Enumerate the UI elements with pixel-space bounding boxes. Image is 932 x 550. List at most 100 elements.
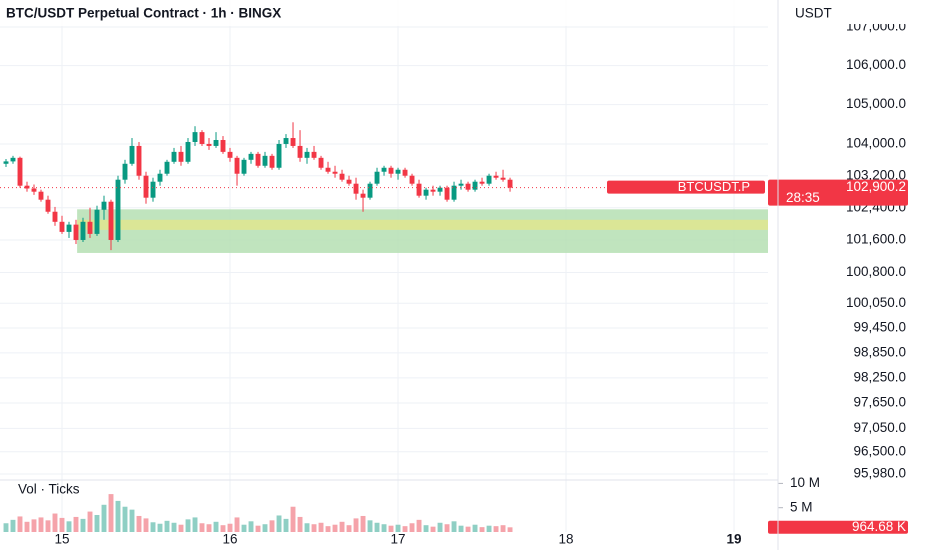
candle-body	[241, 159, 247, 174]
symbol-label: BTCUSDT.P	[678, 179, 750, 194]
candle-body	[101, 201, 107, 210]
y-axis-label: USDT	[795, 6, 832, 21]
candle-body	[332, 171, 338, 174]
volume-bar	[24, 521, 30, 532]
volume-bar	[444, 524, 450, 532]
volume-bar	[136, 515, 142, 532]
volume-bar	[500, 525, 506, 532]
volume-bar	[360, 515, 366, 532]
volume-bar	[416, 519, 422, 532]
candle-body	[199, 132, 205, 144]
last-volume-bg	[768, 520, 908, 534]
volume-bar	[374, 522, 380, 532]
volume-bar	[31, 519, 37, 532]
volume-bar	[115, 500, 121, 532]
volume-bar	[199, 523, 205, 532]
candle-body	[479, 181, 485, 184]
candle-body	[451, 185, 457, 200]
volume-bar	[395, 524, 401, 532]
candle-body	[122, 163, 128, 180]
candle-body	[367, 183, 373, 198]
volume-bar	[3, 523, 9, 532]
volume-bar	[465, 526, 471, 532]
volume-bar	[290, 506, 296, 532]
volume-bar	[45, 520, 51, 532]
volume-bar	[297, 516, 303, 532]
volume-bar	[94, 514, 100, 532]
volume-bar	[10, 519, 16, 532]
y-tick-label: 101,600.0	[846, 232, 906, 247]
candle-body	[136, 145, 142, 176]
candle-body	[143, 175, 149, 198]
volume-bar	[283, 518, 289, 532]
candle-body	[409, 175, 415, 184]
volume-bar	[458, 525, 464, 532]
candle-body	[297, 145, 303, 158]
candle-body	[45, 199, 51, 212]
volume-bar	[479, 527, 485, 532]
y-tick-label: 103,200.0	[846, 167, 906, 182]
volume-bar	[262, 524, 268, 532]
candle-body	[10, 157, 16, 162]
candle-body	[500, 177, 506, 180]
volume-bar	[122, 506, 128, 532]
volume-bar	[185, 519, 191, 532]
y2-tick-label: 5 M	[790, 499, 813, 514]
candle-body	[192, 132, 198, 142]
volume-bar	[171, 522, 177, 532]
volume-bar	[213, 521, 219, 532]
volume-bar	[101, 504, 107, 532]
candle-body	[360, 193, 366, 198]
candle-body	[381, 167, 387, 172]
volume-bar	[423, 525, 429, 532]
candle-body	[437, 187, 443, 192]
candle-body	[66, 224, 72, 232]
axis-layer: 107,000.0106,000.0105,000.0104,000.0103,…	[0, 19, 908, 547]
candle-body	[423, 189, 429, 196]
volume-bar	[269, 520, 275, 532]
volume-bar	[367, 520, 373, 532]
countdown: 28:35	[786, 190, 820, 205]
volume-bar	[353, 518, 359, 532]
volume-bar	[150, 522, 156, 532]
y-tick-label: 100,800.0	[846, 264, 906, 279]
candle-body	[339, 173, 345, 180]
candle-body	[507, 179, 513, 188]
volume-bar	[66, 521, 72, 532]
volume-bar	[248, 521, 254, 532]
candle-body	[248, 153, 254, 160]
volume-bar	[346, 525, 352, 532]
y-tick-label: 98,250.0	[853, 369, 906, 384]
candle-body	[262, 155, 268, 166]
volume-bar	[143, 518, 149, 532]
y-tick-label: 104,000.0	[846, 136, 906, 151]
y-tick-label: 97,650.0	[853, 395, 906, 410]
candle-body	[185, 141, 191, 162]
volume-bar	[311, 524, 317, 532]
candle-body	[290, 138, 296, 146]
volume-bar	[276, 515, 282, 532]
candle-body	[206, 143, 212, 146]
candle-body	[255, 153, 261, 166]
volume-bar	[192, 517, 198, 532]
volume-bar	[108, 494, 114, 532]
marks-layer	[3, 122, 513, 532]
candle-body	[416, 183, 422, 196]
volume-bar	[255, 525, 261, 532]
volume-bar	[157, 523, 163, 532]
candle-body	[108, 201, 114, 240]
volume-bar	[52, 513, 58, 532]
candle-body	[94, 209, 100, 234]
candle-body	[129, 145, 135, 164]
candle-body	[276, 143, 282, 168]
volume-bar	[129, 509, 135, 532]
x-tick-label: 19	[727, 532, 742, 547]
price-zone	[77, 209, 768, 253]
volume-bar	[206, 524, 212, 532]
candle-body	[59, 221, 65, 232]
price-zone	[77, 219, 768, 230]
candle-body	[3, 161, 9, 164]
x-tick-label: 17	[391, 532, 406, 547]
